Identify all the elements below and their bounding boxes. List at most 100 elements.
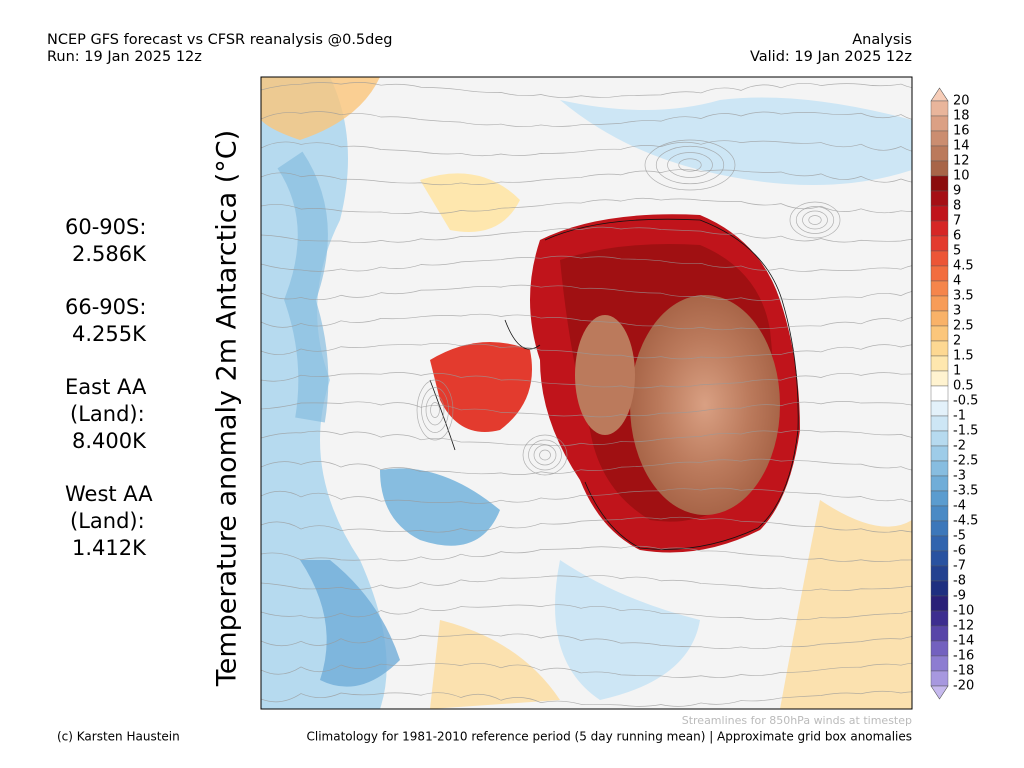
colorbar-label: 8 [953, 199, 961, 214]
colorbar-label: -2 [953, 439, 966, 454]
colorbar-label: -4 [953, 499, 966, 514]
streamline [261, 255, 912, 272]
colorbar-cell [930, 610, 949, 627]
stat-line: 8.400K [72, 429, 147, 453]
colorbar-cell [930, 160, 949, 177]
colorbar-label: -5 [953, 529, 966, 544]
colorbar-label: -14 [953, 634, 974, 649]
colorbar-cell [930, 340, 949, 357]
colorbar-label: -1.5 [953, 424, 978, 439]
streamline-eddy [416, 379, 454, 441]
colorbar-label: -12 [953, 619, 974, 634]
colorbar-cell [930, 145, 949, 162]
streamline [261, 633, 912, 649]
colorbar-cell [930, 445, 949, 462]
colorbar-label: 7 [953, 214, 961, 229]
colorbar-cell [930, 325, 949, 342]
streamline [261, 197, 912, 215]
colorbar-label: 3 [953, 304, 961, 319]
colorbar-label: -6 [953, 544, 966, 559]
streamline [261, 82, 912, 98]
colorbar-cell [930, 565, 949, 582]
climatology-note: Climatology for 1981-2010 reference peri… [307, 730, 913, 744]
streamline [261, 401, 912, 418]
streamline-eddy [421, 387, 449, 433]
cool-patch [555, 560, 700, 700]
colorbar-label: 18 [953, 109, 970, 124]
coastline [429, 218, 799, 550]
colorbar-label: 6 [953, 229, 961, 244]
colorbar: 201816141210987654.543.532.521.510.5-0.5… [930, 87, 978, 700]
map-frame [260, 76, 913, 710]
colorbar-label: 12 [953, 154, 970, 169]
streamline-eddy [667, 152, 713, 178]
colorbar-cell [930, 505, 949, 522]
colorbar-cell [930, 400, 949, 417]
colorbar-cell [930, 520, 949, 537]
streamline-eddy [533, 444, 557, 466]
colorbar-cell [930, 625, 949, 642]
colorbar-cell [930, 235, 949, 252]
colorbar-cell [930, 580, 949, 597]
colorbar-label: 14 [953, 139, 970, 154]
stat-line: (Land): [70, 509, 145, 533]
credit: (c) Karsten Haustein [57, 730, 180, 744]
colorbar-cell [930, 250, 949, 267]
streamline-note: Streamlines for 850hPa winds at timestep [682, 714, 912, 727]
cold-patch [380, 468, 500, 546]
colorbar-cell [930, 265, 949, 282]
colorbar-label: -9 [953, 589, 966, 604]
colorbar-cell [930, 115, 949, 132]
colorbar-cell [930, 535, 949, 552]
colorbar-cell [930, 490, 949, 507]
colorbar-label: 5 [953, 244, 961, 259]
streamline-eddy [430, 402, 440, 418]
streamline [261, 169, 912, 186]
streamline [261, 516, 912, 533]
streamline [261, 662, 912, 678]
warm-patch [430, 620, 560, 709]
streamline-eddy [789, 201, 841, 239]
colorbar-cell [930, 100, 949, 117]
valid: Valid: 19 Jan 2025 12z [750, 49, 912, 65]
colorbar-cell [930, 190, 949, 207]
streamline-eddy [795, 206, 835, 234]
run: Run: 19 Jan 2025 12z [47, 49, 202, 65]
stats: 60-90S: 2.586K 66-90S: 4.255K East AA (Land):… [65, 215, 153, 560]
colorbar-label: 4 [953, 274, 961, 289]
colorbar-cell [930, 220, 949, 237]
streamline-eddy [802, 210, 828, 230]
streamline [261, 575, 912, 592]
colorbar-arrow [930, 87, 949, 102]
streamline-eddy [539, 449, 551, 461]
stat-line: 66-90S: [65, 295, 146, 319]
colorbar-cell [930, 415, 949, 432]
warm-patch [780, 500, 912, 709]
map [261, 77, 912, 709]
streamline-eddy [644, 139, 736, 191]
colorbar-cell [930, 385, 949, 402]
colorbar-cell [930, 550, 949, 567]
stat-line: West AA [65, 482, 153, 506]
colorbar-label: 4.5 [953, 259, 974, 274]
streamline-eddy [522, 434, 568, 476]
colorbar-label: 20 [953, 94, 970, 109]
stat-line: (Land): [70, 402, 145, 426]
colorbar-cell [930, 175, 949, 192]
streamline [261, 343, 912, 360]
colorbar-label: 1.5 [953, 349, 974, 364]
colorbar-label: -4.5 [953, 514, 978, 529]
colorbar-cell [930, 475, 949, 492]
colorbar-label: -7 [953, 559, 966, 574]
cold-patch [300, 560, 400, 687]
streamline [261, 458, 912, 475]
colorbar-cell [930, 640, 949, 657]
stat-line: 1.412K [72, 536, 147, 560]
colorbar-cell [930, 460, 949, 477]
title: NCEP GFS forecast vs CFSR reanalysis @0.… [47, 32, 392, 48]
streamline [261, 690, 912, 707]
axis-title: Temperature anomaly 2m Antarctica (°C) [212, 130, 243, 687]
streamline [261, 226, 912, 243]
